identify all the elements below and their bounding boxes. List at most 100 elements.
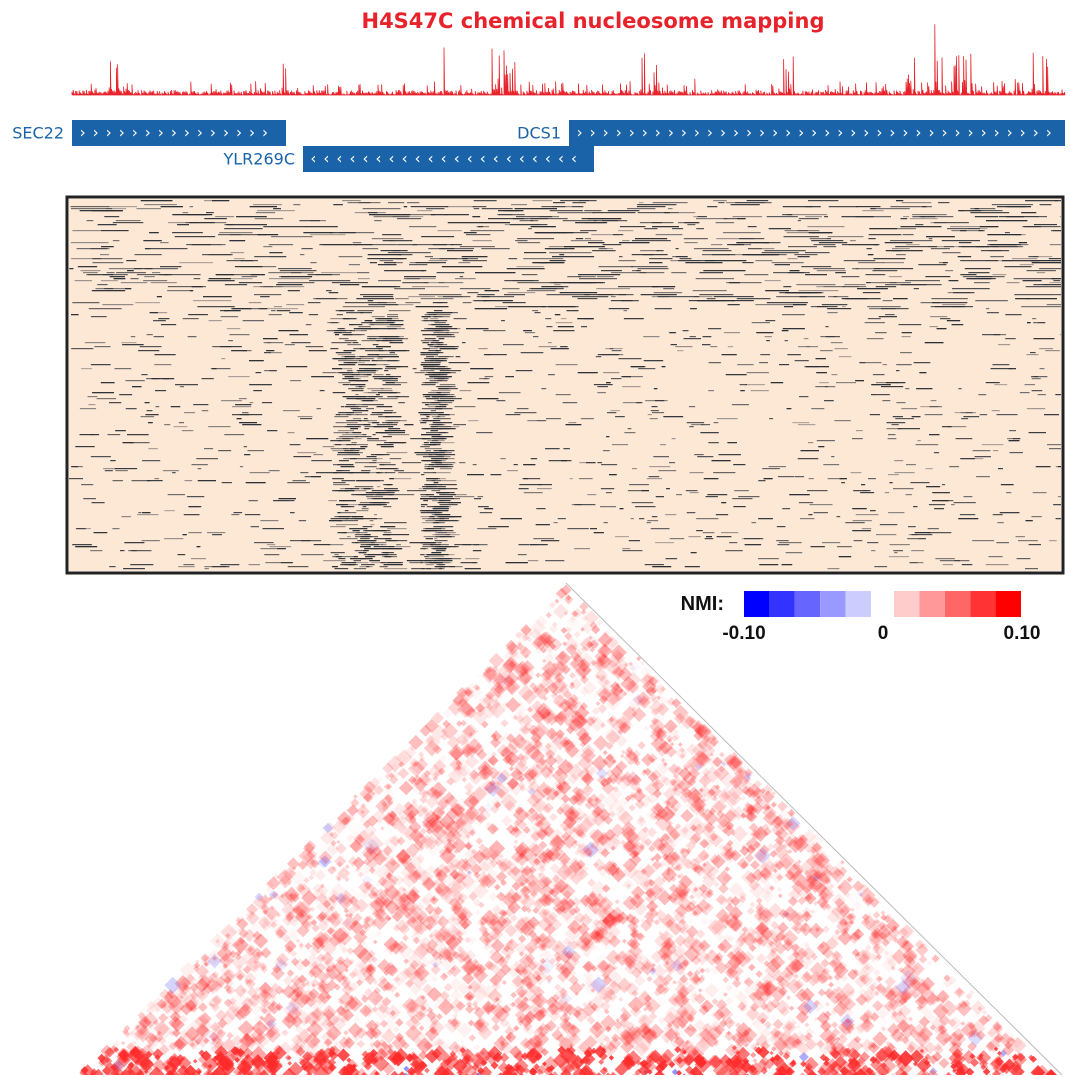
heat-cell <box>453 328 461 330</box>
heat-cell <box>411 568 432 570</box>
heat-cell <box>429 380 448 382</box>
heat-cell <box>810 546 825 548</box>
heat-cell <box>852 508 867 510</box>
heat-cell <box>240 260 254 262</box>
heat-cell <box>529 218 568 220</box>
heat-cell <box>344 362 357 364</box>
heat-cell <box>1013 278 1055 280</box>
heat-cell <box>970 212 1010 214</box>
heat-cell <box>204 218 227 220</box>
heat-cell <box>601 218 621 220</box>
heat-cell <box>836 516 841 518</box>
heat-cell <box>377 492 395 494</box>
nmi-cell <box>360 802 367 809</box>
heat-cell <box>83 498 96 500</box>
heat-cell <box>420 504 428 506</box>
heat-cell <box>454 278 476 280</box>
heat-cell <box>911 550 925 552</box>
heat-cell <box>718 454 741 456</box>
heat-cell <box>432 544 449 546</box>
heat-cell <box>434 514 451 516</box>
heat-cell <box>423 366 446 368</box>
heat-cell <box>685 262 723 264</box>
heat-cell <box>152 272 161 274</box>
gene-box <box>569 120 1065 146</box>
heat-cell <box>374 220 382 222</box>
nmi-cell <box>210 979 223 992</box>
heat-cell <box>866 282 871 284</box>
heat-cell <box>371 238 404 240</box>
heat-cell <box>268 314 282 316</box>
heat-cell <box>212 200 230 202</box>
heat-cell <box>427 328 441 330</box>
heat-cell <box>435 536 455 538</box>
heat-cell <box>437 418 451 420</box>
nmi-cell <box>754 982 769 997</box>
heat-cell <box>358 372 376 374</box>
heat-cell <box>913 288 919 290</box>
heat-cell <box>352 242 362 244</box>
heat-cell <box>942 426 952 428</box>
heat-cell <box>384 368 397 370</box>
heat-cell <box>435 454 456 456</box>
heat-cell <box>383 304 414 306</box>
heat-cell <box>382 234 402 236</box>
heat-cell <box>696 518 719 520</box>
heat-cell <box>1008 368 1016 370</box>
heat-cell <box>323 560 346 562</box>
heat-cell <box>362 248 379 250</box>
heat-cell <box>423 500 428 502</box>
heat-cell <box>370 562 386 564</box>
heat-cell <box>182 318 199 320</box>
heat-cell <box>129 442 150 444</box>
heat-cell <box>610 296 616 298</box>
heat-cell <box>71 466 78 468</box>
heat-cell <box>240 260 254 262</box>
heat-cell <box>987 244 1022 246</box>
heat-cell <box>1027 322 1031 324</box>
heat-cell <box>155 406 160 408</box>
heat-cell <box>112 528 120 530</box>
heat-cell <box>365 350 384 352</box>
heat-cell <box>307 302 321 304</box>
heat-cell <box>845 522 865 524</box>
heat-cell <box>938 262 945 264</box>
heat-cell <box>1012 258 1038 260</box>
heat-cell <box>613 234 624 236</box>
heat-cell <box>333 444 351 446</box>
heat-cell <box>439 258 478 260</box>
heat-cell <box>1021 306 1061 308</box>
heat-cell <box>1018 242 1027 244</box>
heat-cell <box>425 404 429 406</box>
heat-cell <box>620 300 639 302</box>
heat-cell <box>1025 200 1061 202</box>
heat-cell <box>548 306 576 308</box>
heat-cell <box>336 470 350 472</box>
heat-cell <box>677 350 684 352</box>
heat-cell <box>424 444 436 446</box>
heat-cell <box>669 538 685 540</box>
heat-cell <box>341 562 357 564</box>
heat-cell <box>338 558 346 560</box>
heat-cell <box>364 530 387 532</box>
heat-cell <box>519 484 542 486</box>
heat-cell <box>886 422 906 424</box>
heat-cell <box>588 242 605 244</box>
heat-cell <box>112 240 120 242</box>
heat-cell <box>367 554 389 556</box>
heat-cell <box>786 232 830 234</box>
heat-cell <box>162 470 179 472</box>
heat-cell <box>549 252 592 254</box>
heat-cell <box>363 296 394 298</box>
heat-cell <box>263 246 273 248</box>
heat-cell <box>716 536 732 538</box>
heat-cell <box>1000 484 1014 486</box>
heat-cell <box>744 274 769 276</box>
heat-cell <box>703 478 719 480</box>
heat-cell <box>420 548 426 550</box>
heat-cell <box>658 470 677 472</box>
heat-cell <box>1001 260 1039 262</box>
heat-cell <box>1032 492 1047 494</box>
heat-cell <box>970 208 996 210</box>
